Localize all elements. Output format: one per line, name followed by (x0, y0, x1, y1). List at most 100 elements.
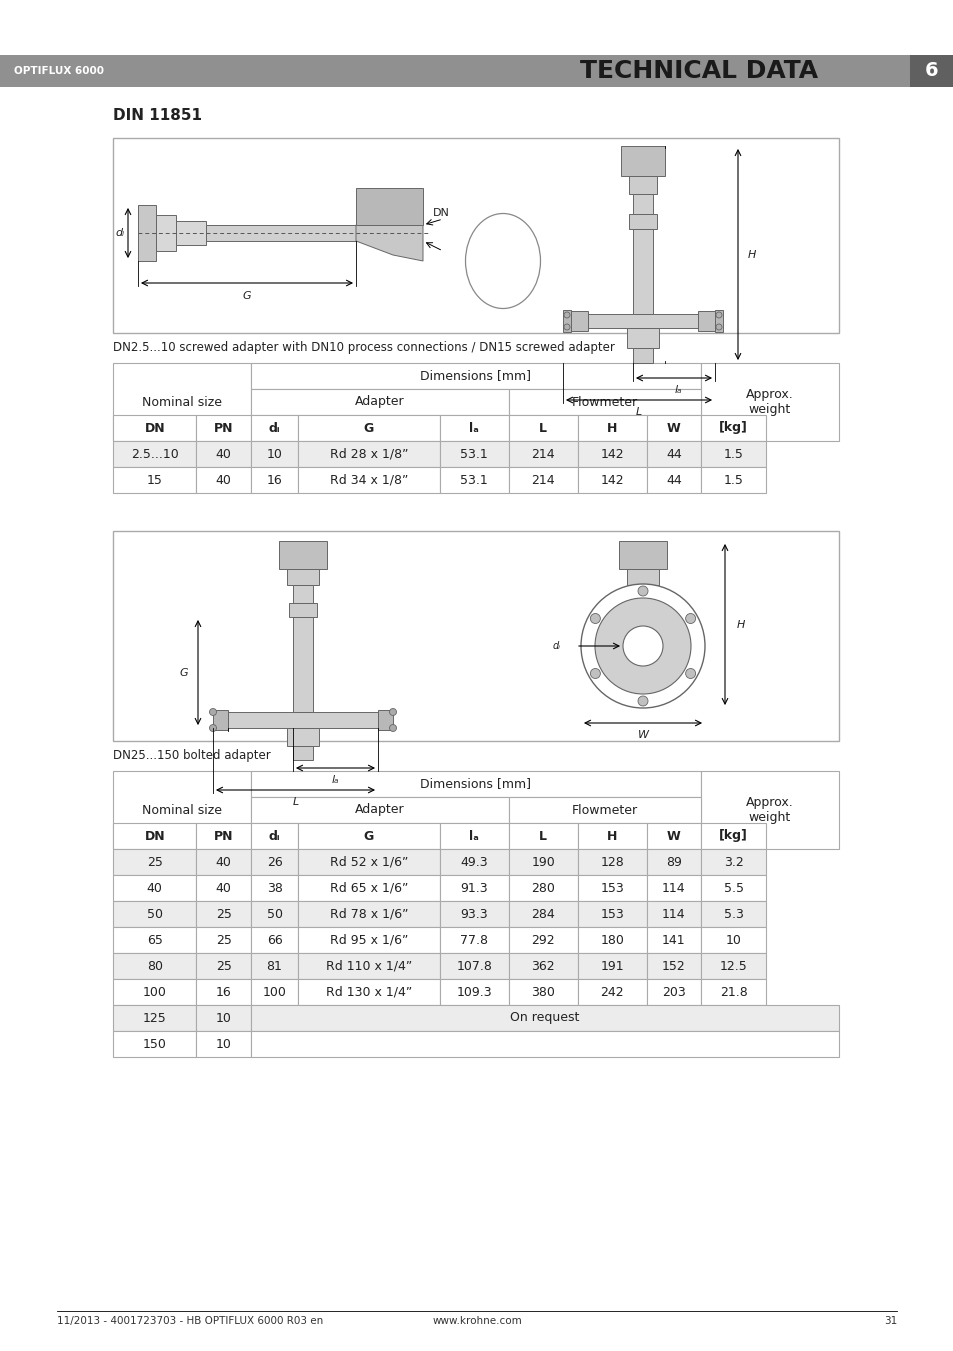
Text: dᵢ: dᵢ (269, 422, 280, 435)
Bar (700, 979, 765, 1005)
Bar (251, 927, 298, 952)
Circle shape (563, 312, 569, 317)
Circle shape (638, 586, 647, 596)
Text: 5.3: 5.3 (723, 908, 743, 920)
Bar (213, 711, 228, 730)
Text: 21.8: 21.8 (720, 985, 747, 998)
Text: DN25...150 bolted adapter: DN25...150 bolted adapter (112, 748, 271, 762)
Text: TECHNICAL DATA: TECHNICAL DATA (579, 59, 818, 82)
Circle shape (580, 584, 704, 708)
Text: L: L (538, 830, 547, 843)
Text: Rd 28 x 1/8”: Rd 28 x 1/8” (330, 447, 408, 461)
Text: 292: 292 (531, 934, 555, 947)
Text: Rd 34 x 1/8”: Rd 34 x 1/8” (330, 473, 408, 486)
Text: 38: 38 (266, 881, 282, 894)
Text: Flowmeter: Flowmeter (571, 804, 638, 816)
Text: 5.5: 5.5 (723, 881, 743, 894)
Circle shape (590, 613, 599, 624)
Bar (700, 901, 765, 927)
Bar (577, 415, 646, 440)
Text: G: G (363, 422, 374, 435)
Bar (633, 617, 652, 635)
Text: 10: 10 (215, 1038, 232, 1051)
Bar (628, 213, 657, 230)
Text: 100: 100 (262, 985, 286, 998)
Bar (293, 585, 313, 603)
Text: Nominal size: Nominal size (142, 396, 222, 408)
Text: G: G (363, 830, 374, 843)
Bar (251, 467, 298, 493)
Text: 26: 26 (267, 855, 282, 869)
Circle shape (595, 598, 690, 694)
Text: dᵢ: dᵢ (269, 830, 280, 843)
Text: DN: DN (144, 422, 165, 435)
Text: 40: 40 (215, 447, 232, 461)
Bar (112, 979, 196, 1005)
Bar (196, 467, 251, 493)
Text: 107.8: 107.8 (456, 959, 492, 973)
Text: lₐ: lₐ (674, 385, 681, 394)
Circle shape (638, 696, 647, 707)
Circle shape (685, 613, 695, 624)
Circle shape (716, 324, 721, 330)
Bar (508, 875, 577, 901)
Text: Rd 78 x 1/6”: Rd 78 x 1/6” (330, 908, 408, 920)
Bar (628, 176, 657, 195)
Text: 65: 65 (147, 934, 163, 947)
Text: DN2.5...10 screwed adapter with DN10 process connections / DN15 screwed adapter: DN2.5...10 screwed adapter with DN10 pro… (112, 340, 615, 354)
Bar (508, 415, 577, 440)
Text: 128: 128 (599, 855, 623, 869)
Text: 214: 214 (531, 447, 555, 461)
Bar (251, 875, 298, 901)
Circle shape (210, 708, 216, 716)
Bar (298, 952, 439, 979)
Bar (112, 901, 196, 927)
Text: 242: 242 (599, 985, 623, 998)
Bar (633, 230, 652, 313)
Bar (112, 138, 838, 332)
Text: PN: PN (213, 422, 233, 435)
Bar (196, 927, 251, 952)
Bar (577, 979, 646, 1005)
Bar (251, 979, 298, 1005)
Text: L: L (292, 797, 298, 807)
Text: On request: On request (510, 1012, 579, 1024)
Text: Approx.
weight: Approx. weight (745, 388, 793, 416)
Bar (112, 771, 251, 848)
Bar (700, 363, 838, 440)
Bar (196, 952, 251, 979)
Bar (251, 848, 298, 875)
Bar (633, 349, 652, 363)
Bar (508, 979, 577, 1005)
Bar (508, 927, 577, 952)
Bar (909, 55, 953, 86)
Text: dᵢ: dᵢ (553, 640, 560, 651)
Text: G: G (242, 290, 251, 301)
Bar (439, 415, 508, 440)
Text: OPTIFLUX 6000: OPTIFLUX 6000 (14, 66, 104, 76)
Text: H: H (606, 422, 617, 435)
Bar (508, 467, 577, 493)
Text: 114: 114 (661, 908, 685, 920)
Bar (620, 146, 664, 176)
Bar (646, 927, 700, 952)
Text: 77.8: 77.8 (459, 934, 488, 947)
Bar (196, 848, 251, 875)
Bar (646, 979, 700, 1005)
Text: 280: 280 (531, 881, 555, 894)
Bar (628, 603, 657, 617)
Bar (112, 531, 838, 740)
Bar (196, 823, 251, 848)
Text: 25: 25 (147, 855, 163, 869)
Bar (577, 467, 646, 493)
Bar (298, 415, 439, 440)
Bar (251, 823, 298, 848)
Bar (251, 797, 508, 823)
Text: 93.3: 93.3 (460, 908, 488, 920)
Text: dᵢ: dᵢ (115, 228, 125, 238)
Bar (508, 901, 577, 927)
Bar (646, 823, 700, 848)
Text: 40: 40 (147, 881, 163, 894)
Bar (439, 927, 508, 952)
Bar (646, 440, 700, 467)
